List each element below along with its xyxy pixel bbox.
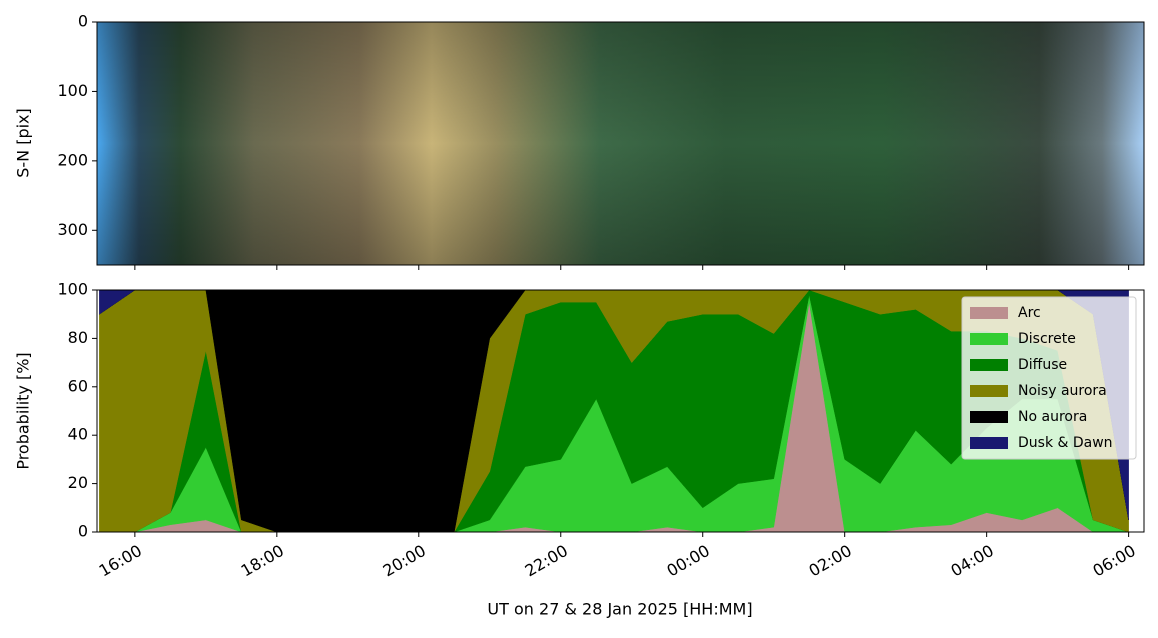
x-tick-label: 04:00 [947,541,996,581]
legend-swatch [970,385,1008,397]
area [99,294,1129,532]
legend-swatch [970,359,1008,371]
keogram-panel: S-N [pix] 0 100 200 300 [14,12,1145,270]
y-tick-label: 40 [68,425,88,444]
legend-swatch [970,333,1008,345]
legend-swatch [970,411,1008,423]
x-tick-label: 02:00 [806,541,855,581]
probability-panel: Probability [%] UT on 27 & 28 Jan 2025 [… [14,280,1145,619]
x-tick-label: 06:00 [1089,541,1138,581]
x-tick-label: 18:00 [238,541,287,581]
axes-frame [96,289,1145,533]
axes-frame [96,21,1145,266]
area [99,290,1129,532]
x-tick-label: 16:00 [96,541,145,581]
y-tick-label: 300 [57,220,88,239]
x-axis-label: UT on 27 & 28 Jan 2025 [HH:MM] [487,600,752,619]
y-tick-label: 200 [57,150,88,169]
x-tick-label: 00:00 [664,541,713,581]
y-tick-label: 100 [57,280,88,299]
legend-label: Arc [1018,305,1041,321]
y-tick-label: 60 [68,376,88,395]
legend-label: No aurora [1018,409,1087,425]
legend-label: Diffuse [1018,357,1067,373]
y-tick-label: 0 [78,522,88,541]
legend-label: Discrete [1018,331,1076,347]
x-tick-label: 20:00 [380,541,429,581]
keogram-shade [97,22,1144,265]
legend-swatch [970,437,1008,449]
legend-label: Dusk & Dawn [1018,435,1113,451]
y-tick-label: 80 [68,328,88,347]
y-tick-label: 100 [57,81,88,100]
legend-swatch [970,307,1008,319]
y-axis-label: S-N [pix] [14,108,33,178]
area [99,290,1129,520]
x-tick-label: 22:00 [522,541,571,581]
y-axis-label: Probability [%] [14,352,33,469]
y-tick-label: 0 [78,12,88,31]
y-tick-label: 20 [68,473,88,492]
legend-label: Noisy aurora [1018,383,1107,399]
